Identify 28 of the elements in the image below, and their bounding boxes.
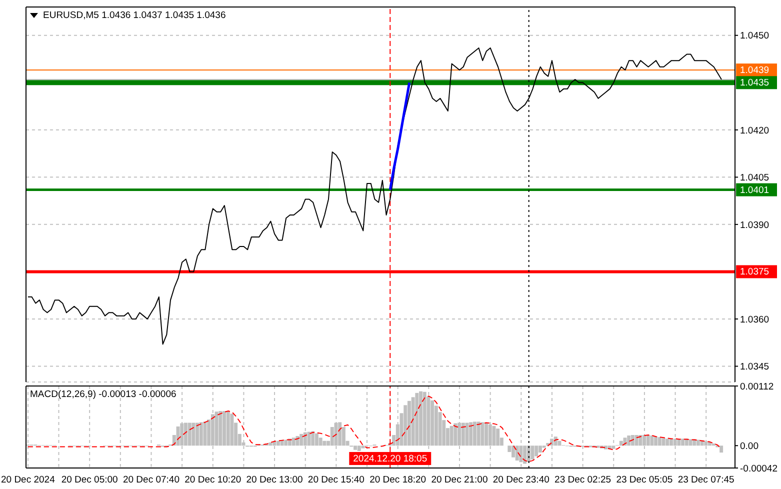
x-tick-label: 20 Dec 2024 <box>0 474 55 486</box>
x-tick-label: 20 Dec 23:40 <box>492 474 550 486</box>
y-tick-label: 1.0450 <box>740 30 770 42</box>
ref-line-label: 1.0435 <box>740 77 770 88</box>
x-tick-label: 20 Dec 05:00 <box>61 474 118 486</box>
chart-title: EURUSD,M5 1.0436 1.0437 1.0435 1.0436 <box>43 10 226 21</box>
y-tick-label: 1.0405 <box>740 172 770 184</box>
x-tick-label: 20 Dec 15:40 <box>308 474 364 486</box>
y-tick-label: 1.0420 <box>740 125 770 136</box>
y-tick-label: -0.00042 <box>740 463 778 474</box>
x-tick-label: 23 Dec 02:25 <box>554 474 612 486</box>
ref-line-label: 1.0439 <box>740 64 770 76</box>
x-tick-label: 20 Dec 13:00 <box>246 474 303 486</box>
y-tick-label: 1.0345 <box>740 362 770 373</box>
x-tick-label: 23 Dec 07:45 <box>678 474 734 486</box>
y-tick-label: 1.0390 <box>740 220 770 231</box>
x-tick-label: 20 Dec 18:20 <box>370 474 426 486</box>
ref-line-label: 1.0401 <box>740 184 770 196</box>
y-tick-label: 1.0360 <box>740 314 770 326</box>
x-tick-label: 2024.12.20 18:05 <box>353 453 428 464</box>
chart-title: MACD(12,26,9) -0.00013 -0.00006 <box>30 389 176 400</box>
y-tick-label: 0.00 <box>740 441 758 452</box>
x-tick-label: 20 Dec 10:20 <box>184 474 242 486</box>
x-tick-label: 23 Dec 05:05 <box>616 474 673 486</box>
ref-line-label: 1.0375 <box>740 266 770 278</box>
x-tick-label: 20 Dec 21:00 <box>431 474 488 486</box>
y-tick-label: 0.00112 <box>740 381 774 392</box>
x-tick-label: 20 Dec 07:40 <box>122 474 180 486</box>
